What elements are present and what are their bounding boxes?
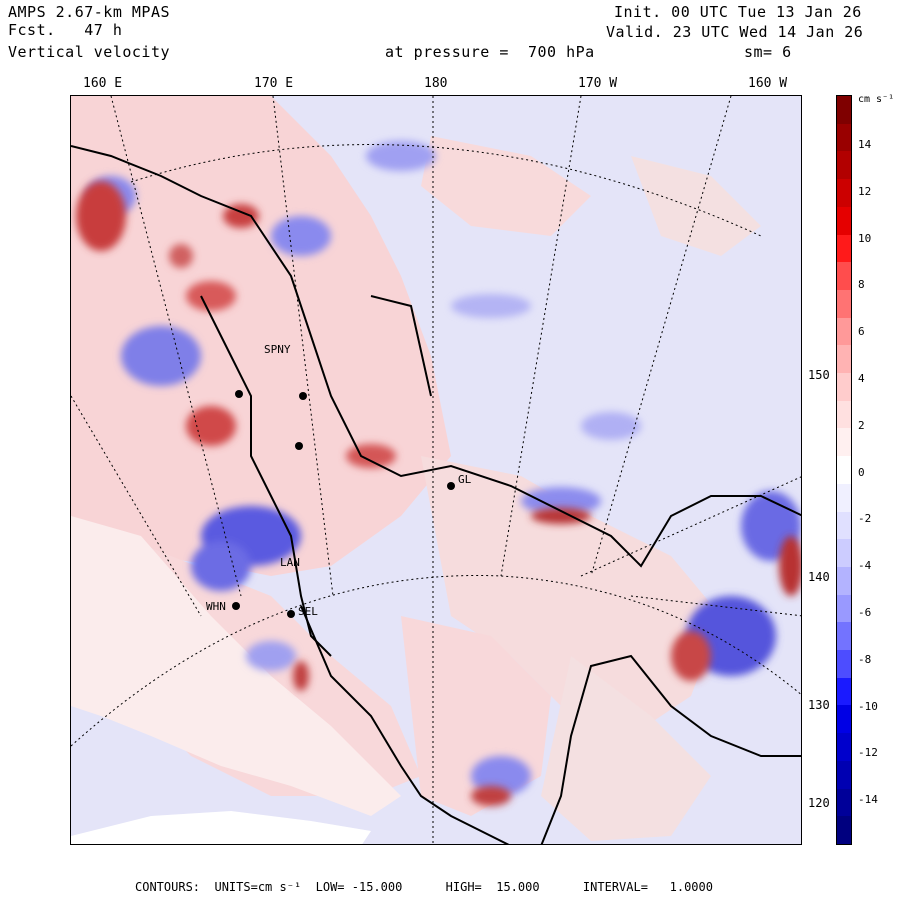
- colorbar-units: cm s⁻¹: [858, 94, 895, 105]
- station-marker: [232, 602, 240, 610]
- colorbar-tick-label: 8: [858, 278, 865, 292]
- colorbar-tick-label: 4: [858, 372, 865, 385]
- colorbar-swatch: [837, 123, 851, 152]
- station-marker: [299, 392, 307, 400]
- colorbar-tick-label: -10: [858, 699, 878, 713]
- colorbar: [836, 95, 852, 845]
- colorbar-swatch: [837, 234, 851, 263]
- colorbar-swatch: [837, 566, 851, 596]
- colorbar-swatch: [837, 760, 851, 790]
- colorbar-tick-label: -4: [858, 559, 872, 573]
- smooth-region: [71, 516, 401, 816]
- station-label-lan: LAN: [280, 556, 300, 569]
- colorbar-swatch: [837, 456, 851, 485]
- colorbar-swatch: [837, 179, 851, 208]
- colorbar-tick-label: 0: [858, 465, 865, 479]
- colorbar-swatch: [837, 400, 851, 429]
- colorbar-swatch: [837, 705, 851, 734]
- colorbar-swatch: [837, 677, 851, 706]
- station-label-whn: WHN: [206, 600, 226, 613]
- station-label-gl: GL: [458, 473, 472, 486]
- lat-label-150w: 150 W: [808, 368, 845, 382]
- model-title: AMPS 2.67-km MPAS: [8, 3, 171, 21]
- pressure-level: at pressure = 700 hPa: [385, 43, 595, 61]
- colorbar-swatch: [837, 289, 851, 319]
- station-marker: [235, 390, 243, 398]
- lon-label-180: 180: [424, 76, 448, 91]
- colorbar-tick-label: 6: [858, 325, 865, 339]
- colorbar-swatch: [837, 96, 851, 125]
- colorbar-swatch: [837, 483, 851, 513]
- colorbar-tick-label: 14: [858, 138, 872, 151]
- lon-label-170w: 170 W: [578, 76, 618, 91]
- init-time: Init. 00 UTC Tue 13 Jan 26: [614, 3, 862, 21]
- missing-data-region: [71, 811, 371, 844]
- positive-velocity-maxima: [76, 181, 801, 806]
- colorbar-swatch: [837, 788, 851, 817]
- colorbar-swatch: [837, 262, 851, 291]
- valid-time: Valid. 23 UTC Wed 14 Jan 26: [606, 23, 864, 41]
- lat-label-130w: 130 W: [808, 698, 845, 712]
- colorbar-swatch: [837, 816, 851, 845]
- colorbar-tick-label: 10: [858, 231, 872, 245]
- lat-label-120w: 120 W: [808, 796, 845, 810]
- contour-info: CONTOURS: UNITS=cm s⁻¹ LOW= -15.000 HIGH…: [135, 880, 713, 894]
- colorbar-swatch: [837, 373, 851, 402]
- coastline: [71, 145, 801, 844]
- station-markers: [232, 390, 455, 618]
- colorbar-swatch: [837, 151, 851, 180]
- field-name: Vertical velocity: [8, 43, 171, 61]
- forecast-hour: Fcst. 47 h: [8, 21, 123, 39]
- colorbar-swatch: [837, 539, 851, 568]
- lon-label-170e: 170 E: [254, 76, 294, 91]
- lat-label-140w: 140 W: [808, 570, 845, 584]
- colorbar-swatch: [837, 206, 851, 236]
- colorbar-tick-label: 2: [858, 418, 865, 432]
- colorbar-swatch: [837, 345, 851, 374]
- colorbar-tick-label: -12: [858, 746, 878, 760]
- map-canvas: [71, 96, 801, 844]
- colorbar-swatch: [837, 317, 851, 346]
- colorbar-swatch: [837, 428, 851, 457]
- colorbar-tick-label: -2: [858, 512, 872, 526]
- smoothing: sm= 6: [744, 43, 792, 61]
- station-label-sel: SEL: [298, 605, 318, 618]
- colorbar-tick-label: 12: [858, 184, 872, 198]
- colorbar-tick-label: -8: [858, 652, 872, 666]
- colorbar-tick-label: -6: [858, 606, 872, 619]
- colorbar-swatch: [837, 622, 851, 651]
- station-marker: [287, 610, 295, 618]
- station-marker: [295, 442, 303, 450]
- colorbar-swatch: [837, 733, 851, 762]
- colorbar-swatch: [837, 594, 851, 623]
- lon-label-160e: 160 E: [83, 76, 123, 91]
- lon-label-160w: 160 W: [748, 76, 788, 91]
- colorbar-swatch: [837, 511, 851, 540]
- vertical-velocity-map: [70, 95, 802, 845]
- station-label-spny: SPNY: [264, 343, 291, 356]
- graticule: [71, 96, 801, 844]
- colorbar-swatch: [837, 650, 851, 679]
- colorbar-tick-label: -14: [858, 793, 878, 807]
- station-marker: [447, 482, 455, 490]
